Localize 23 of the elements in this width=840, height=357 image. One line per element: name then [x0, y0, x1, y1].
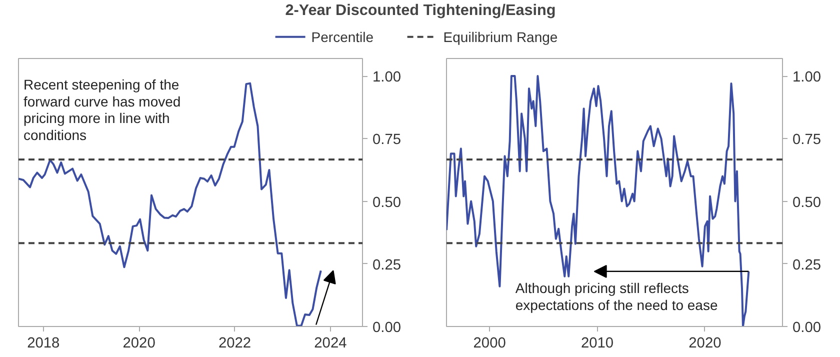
- text: 2-Year Discounted Tightening/Easing: [285, 2, 556, 20]
- y-tick-label: 0.25: [372, 257, 402, 274]
- annotation: Recent steepening of the forward curve has moved pricing more in line with conditions: [24, 76, 181, 143]
- x-tick-label: 2022: [218, 336, 252, 352]
- x-tick-label: 2010: [580, 336, 614, 352]
- y-tick-label: 0.50: [792, 194, 822, 211]
- line-series: [446, 75, 750, 326]
- y-tick-label: 0.00: [792, 320, 822, 336]
- x-tick-label: 2020: [688, 336, 722, 352]
- annotation: Although pricing still reflects expectations of the need to ease: [515, 280, 718, 313]
- y-tick-label: 0.50: [372, 194, 402, 211]
- legend-label: Equilibrium Range: [443, 28, 558, 45]
- y-tick-label: 0.75: [792, 132, 822, 148]
- x-tick-label: 2000: [473, 336, 506, 352]
- y-tick-label: 0.00: [372, 320, 402, 336]
- y-tick-label: 0.75: [372, 132, 402, 148]
- x-tick-label: 2018: [27, 336, 60, 352]
- x-tick-label: 2024: [314, 336, 347, 352]
- y-tick-label: 0.25: [792, 257, 822, 274]
- y-tick-label: 1.00: [372, 70, 402, 86]
- legend-label: Percentile: [311, 28, 374, 45]
- x-tick-label: 2020: [122, 336, 156, 352]
- y-tick-label: 1.00: [792, 70, 822, 86]
